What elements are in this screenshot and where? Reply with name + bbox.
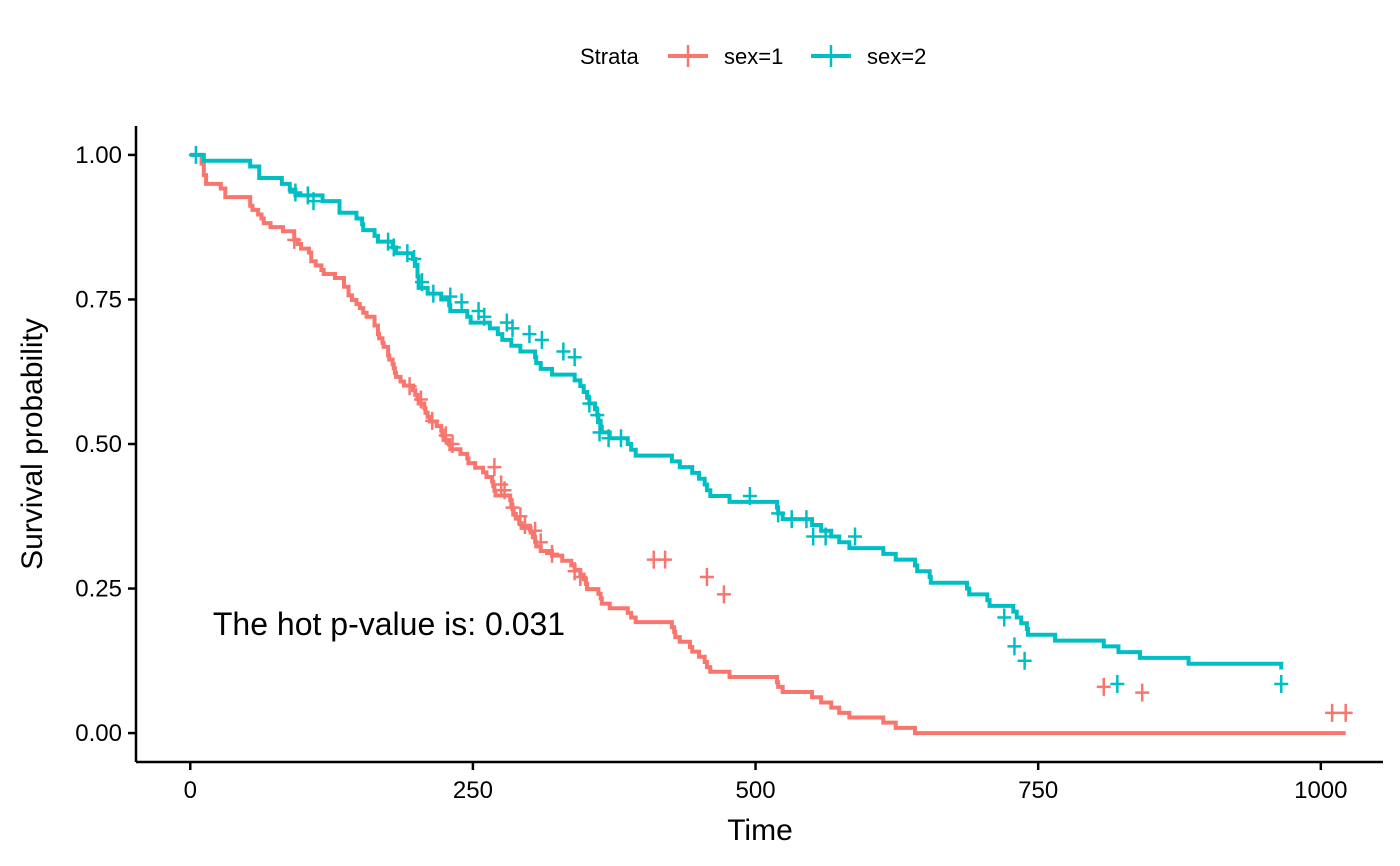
series-line-2: [190, 152, 1284, 670]
censor-mark: [306, 192, 321, 211]
censor-mark: [413, 390, 428, 409]
censor-mark: [425, 411, 440, 430]
legend-label-sex2: sex=2: [867, 44, 926, 69]
censor-mark: [1338, 703, 1353, 722]
legend-label-sex1: sex=1: [724, 44, 783, 69]
censor-mark: [288, 183, 303, 202]
legend: Strata sex=1 sex=2: [580, 44, 926, 69]
censor-mark: [590, 406, 605, 425]
x-ticks: 0 250 500 750 1000: [184, 762, 1348, 804]
censor-mark: [573, 567, 588, 586]
censor-mark: [522, 325, 537, 344]
censor-mark: [438, 426, 453, 445]
censor-mark: [386, 238, 401, 257]
censor-mark: [443, 287, 458, 306]
censor-mark: [477, 307, 492, 326]
legend-item-sex1: sex=1: [668, 44, 783, 69]
censor-mark: [445, 435, 460, 453]
censor-mark: [771, 504, 786, 523]
x-axis: 0 250 500 750 1000: [136, 760, 1383, 804]
censor-mark: [582, 394, 597, 413]
censor-mark: [1325, 703, 1340, 722]
censor-mark: [188, 145, 203, 164]
censor-mark: [592, 423, 607, 442]
x-axis-title: Time: [727, 814, 793, 847]
censor-mark: [997, 608, 1012, 627]
series-line-1: [190, 152, 1346, 736]
x-tick-label: 250: [453, 777, 493, 804]
censor-mark: [1096, 677, 1111, 696]
censor-mark: [487, 458, 502, 477]
censor-mark: [517, 515, 532, 534]
x-tick-label: 0: [184, 777, 197, 804]
censor-mark: [534, 330, 549, 349]
censor-mark: [716, 585, 731, 604]
censor-mark: [658, 550, 673, 569]
censor-mark: [533, 533, 548, 552]
censor-mark: [505, 319, 520, 338]
p-value-annotation: The hot p-value is: 0.031: [213, 606, 565, 642]
censor-mark: [799, 510, 814, 529]
y-ticks: 0.00 0.25 0.50 0.75 1.00: [75, 142, 136, 747]
y-axis-title: Survival probability: [16, 318, 49, 570]
y-tick-label: 1.00: [75, 142, 122, 169]
censor-mark: [806, 527, 821, 546]
censor-mark: [699, 567, 714, 586]
censor-mark: [818, 527, 833, 546]
y-tick-label: 0.50: [75, 431, 122, 458]
legend-item-sex2: sex=2: [811, 44, 926, 69]
y-tick-label: 0.75: [75, 286, 122, 313]
y-tick-label: 0.25: [75, 576, 122, 603]
x-tick-label: 750: [1018, 777, 1058, 804]
censor-mark: [407, 249, 422, 268]
censor-mark: [1007, 637, 1022, 656]
legend-title: Strata: [580, 44, 639, 69]
censor-mark: [567, 348, 582, 367]
censor-mark: [497, 481, 512, 500]
censor-mark: [742, 487, 757, 506]
censor-mark: [545, 544, 560, 563]
censor-mark: [402, 377, 417, 396]
censor-mark: [415, 273, 430, 292]
censor-mark: [1274, 674, 1289, 693]
x-tick-label: 1000: [1294, 777, 1347, 804]
censor-mark: [1135, 683, 1150, 702]
censor-mark: [614, 429, 629, 448]
censor-mark: [601, 429, 616, 448]
y-tick-label: 0.00: [75, 720, 122, 747]
censor-mark: [848, 527, 863, 546]
censor-mark: [287, 230, 302, 249]
censor-mark: [528, 521, 543, 540]
censor-mark: [1110, 674, 1125, 693]
censor-mark: [505, 498, 520, 517]
x-tick-label: 500: [736, 777, 776, 804]
censor-mark: [454, 293, 469, 312]
censor-mark: [426, 284, 441, 303]
y-axis: 0.00 0.25 0.50 0.75 1.00: [75, 126, 138, 762]
censor-mark: [556, 342, 571, 361]
censor-mark: [784, 510, 799, 529]
plot-area: [188, 145, 1353, 736]
censor-mark: [1017, 651, 1032, 670]
